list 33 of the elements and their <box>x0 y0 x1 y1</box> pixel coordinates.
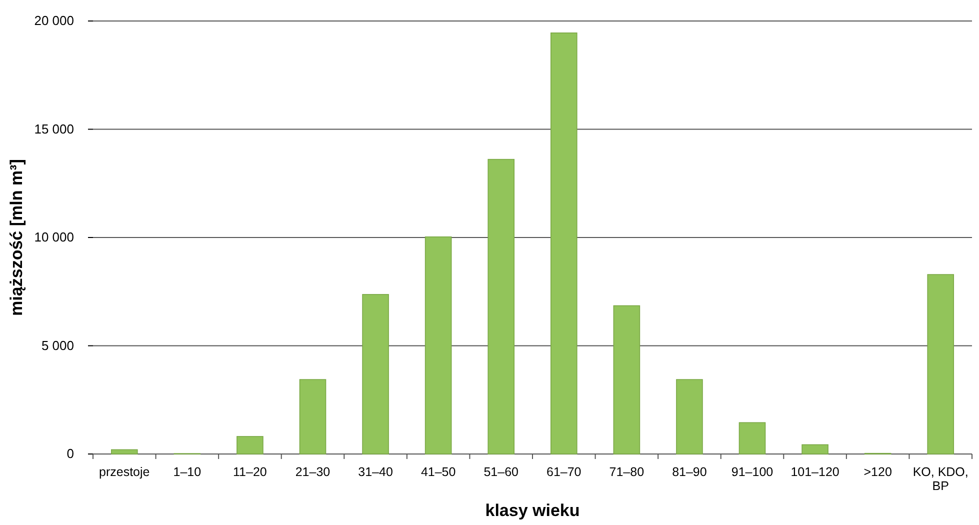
x-tick-label: KO, KDO, BP <box>912 465 968 493</box>
x-tick-label: 11–20 <box>233 465 267 479</box>
y-tick-label: 10 000 <box>34 230 74 245</box>
y-tick-label: 15 000 <box>34 121 74 136</box>
x-tick-label: 41–50 <box>420 465 456 479</box>
bar <box>927 274 954 454</box>
bar <box>362 294 389 454</box>
x-tick-label: przestoje <box>99 465 150 479</box>
y-tick-label: 0 <box>66 446 74 462</box>
bar <box>236 436 264 454</box>
x-axis-title: klasy wieku <box>485 501 580 520</box>
x-tick-label: 71–80 <box>609 465 644 479</box>
bar <box>299 379 326 454</box>
bar <box>424 236 452 454</box>
x-tick-label: 51–60 <box>484 465 519 479</box>
x-tick-label: >120 <box>864 465 892 479</box>
y-tick-label: 20 000 <box>34 13 74 28</box>
bar <box>110 449 138 454</box>
bar <box>613 305 640 454</box>
bar <box>676 379 703 454</box>
x-tick-label: 31–40 <box>358 465 393 479</box>
x-tick-label: 91–100 <box>731 465 774 479</box>
x-tick-label: 21–30 <box>295 465 330 479</box>
bar <box>488 158 515 454</box>
x-tick-label: 81–90 <box>672 465 707 479</box>
x-tick-label: 61–70 <box>546 465 582 479</box>
bar <box>550 32 578 454</box>
x-tick-label: 1–10 <box>173 465 202 479</box>
x-tick-label: 101–120 <box>790 465 840 479</box>
y-axis-title: miąższość [mln m³] <box>7 159 26 316</box>
bar <box>738 422 766 454</box>
bar <box>802 444 828 454</box>
y-tick-label: 5 000 <box>41 338 74 353</box>
